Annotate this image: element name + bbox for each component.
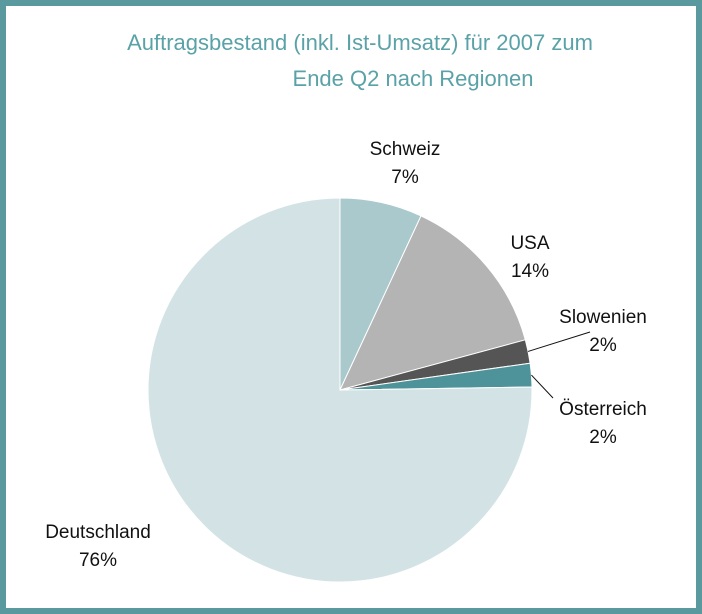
slice-value-label: 76% [79, 550, 117, 571]
slice-label: Österreich [559, 399, 647, 420]
slice-label: Deutschland [45, 522, 151, 543]
slice-label: USA [510, 233, 549, 254]
pie-slice [147, 197, 533, 583]
slice-label: Schweiz [370, 139, 441, 160]
leader-line [531, 374, 554, 399]
slice-value-label: 14% [511, 261, 549, 282]
chart-title: Ende Q2 nach Regionen [293, 66, 534, 91]
pie-slice [339, 215, 526, 391]
slice-label: Slowenien [559, 307, 647, 328]
slice-value-label: 2% [589, 427, 617, 448]
slice-value-label: 7% [391, 167, 419, 188]
chart-title: Auftragsbestand (inkl. Ist-Umsatz) für 2… [127, 30, 593, 55]
leader-line [527, 331, 591, 352]
slice-value-label: 2% [589, 335, 617, 356]
